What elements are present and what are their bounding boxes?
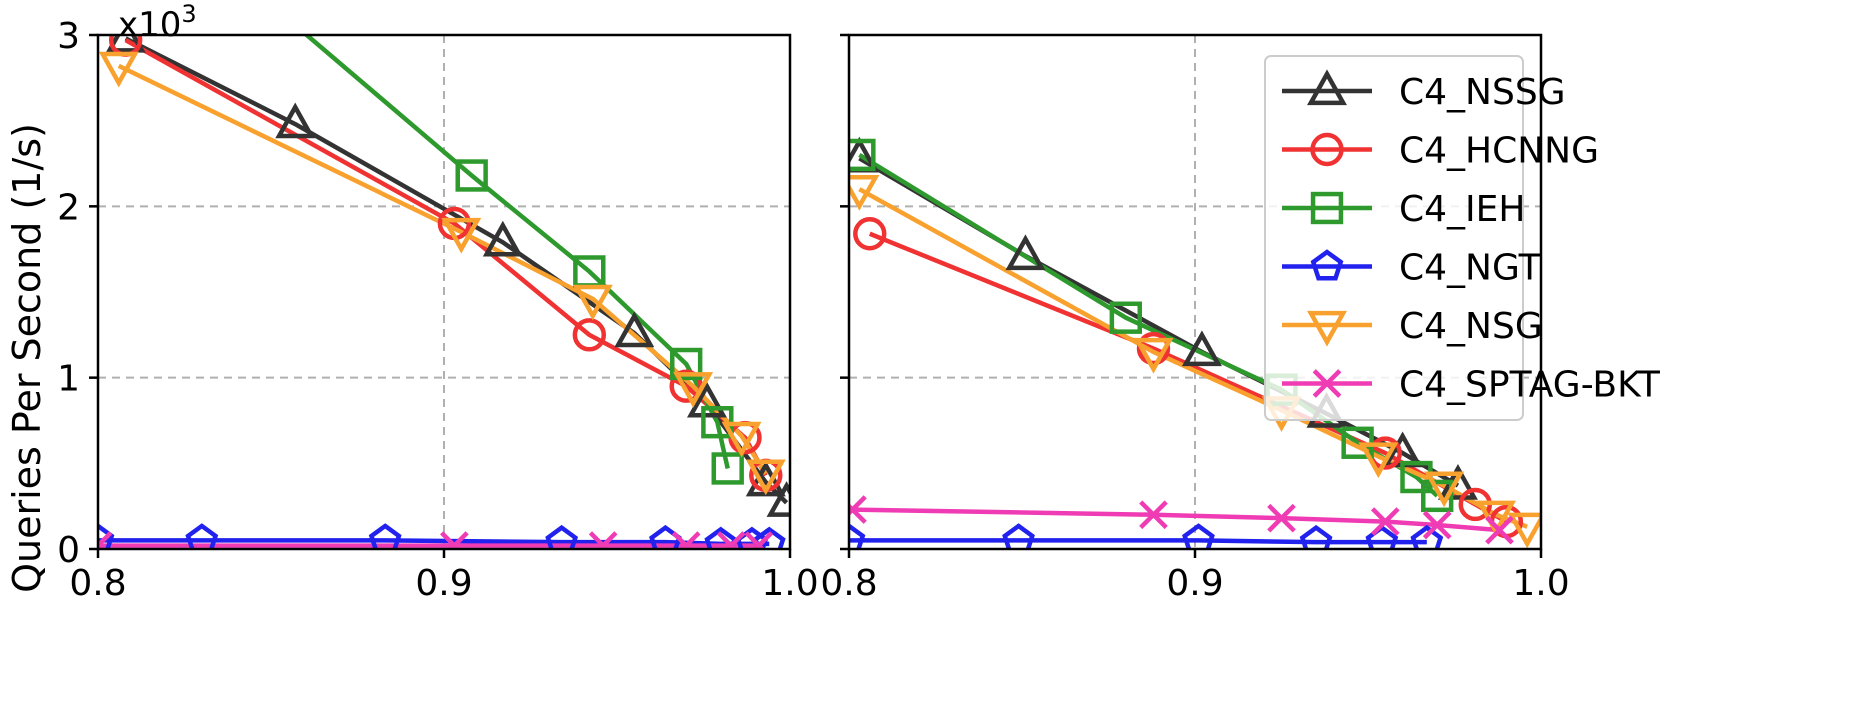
data-point-c4_ngt xyxy=(545,524,579,549)
data-point-c4_ieh xyxy=(711,452,744,485)
data-point-c4_nsg xyxy=(745,459,786,496)
data-point-c4_ngt xyxy=(1410,524,1444,549)
y-tick-label: 3 xyxy=(57,16,80,57)
x-tick-label: 0.9 xyxy=(415,563,472,604)
data-point-c4_nssg xyxy=(686,381,727,418)
data-point-c4_sptag-bkt xyxy=(1485,515,1514,545)
data-point-c4_nsg xyxy=(1507,512,1541,549)
data-point-c4_sptag-bkt xyxy=(1139,500,1168,530)
data-point-c4_nssg xyxy=(482,220,523,257)
legend-item: C4_NSG xyxy=(1282,306,1543,347)
y-tick-label: 0 xyxy=(57,530,80,571)
data-point-c4_ngt xyxy=(849,523,866,549)
legend-marker xyxy=(1310,191,1344,225)
data-point-c4_ngt xyxy=(752,526,786,549)
series-group xyxy=(849,136,1541,549)
data-point-c4_ngt xyxy=(1182,523,1215,549)
data-point-c4_nssg xyxy=(1005,234,1046,271)
data-point-c4_ngt xyxy=(1002,523,1035,549)
y-tick-label: 1 xyxy=(57,359,80,400)
data-point-c4_sptag-bkt xyxy=(849,495,867,524)
data-point-c4_hcnng xyxy=(853,217,887,251)
series-line-c4_nsg xyxy=(117,63,768,475)
data-point-c4_sptag-bkt xyxy=(440,531,469,549)
data-point-c4_nssg xyxy=(614,311,655,348)
legend-item: C4_IEH xyxy=(1282,189,1525,230)
y-axis-label: Queries Per Second (1/s) xyxy=(5,123,49,593)
data-point-c4_hcnng xyxy=(1136,331,1171,366)
y-axis-multiplier-exponent: 3 xyxy=(181,0,196,28)
data-point-c4_ieh xyxy=(849,138,876,172)
data-point-c4_sptag-bkt xyxy=(716,531,746,549)
legend-item: C4_SPTAG-BKT xyxy=(1282,365,1661,406)
legend-marker xyxy=(1307,69,1347,106)
x-tick-label: 1.0 xyxy=(761,563,818,604)
data-point-c4_sptag-bkt xyxy=(98,531,113,549)
data-point-c4_nsg xyxy=(1358,442,1399,479)
x-tick-label: 0.8 xyxy=(69,563,126,604)
data-point-c4_sptag-bkt xyxy=(1370,507,1400,536)
y-axis-multiplier-base: x10 xyxy=(118,5,181,45)
data-point-c4_nssg xyxy=(766,481,790,517)
legend-marker xyxy=(1310,249,1344,281)
data-point-c4_ieh xyxy=(455,159,488,192)
data-point-c4_ieh xyxy=(1421,479,1454,513)
data-point-c4_sptag-bkt xyxy=(588,531,618,549)
x-tick-label: 0.8 xyxy=(820,563,877,604)
data-point-c4_nsg xyxy=(721,421,762,458)
data-point-c4_ieh xyxy=(670,347,703,381)
series-line-c4_ngt xyxy=(849,538,1427,545)
legend: C4_NSSG C4_HCNNG C4_IEH C4_NGT C4_NSG C4_SPTA… xyxy=(1264,55,1661,421)
legend-marker xyxy=(1307,310,1347,347)
data-point-c4_nssg xyxy=(1181,330,1222,367)
data-point-c4_ngt xyxy=(185,523,219,549)
x-tick-label: 0.9 xyxy=(1166,563,1223,604)
data-point-c4_sptag-bkt xyxy=(1422,510,1452,540)
data-point-c4_nsg xyxy=(441,217,482,254)
data-point-c4_ngt xyxy=(1299,524,1333,549)
legend-marker xyxy=(1310,132,1344,167)
series-line-c4_sptag-bkt xyxy=(852,507,1500,533)
series-line-c4_ieh xyxy=(303,35,730,469)
data-point-c4_sptag-bkt xyxy=(744,531,774,549)
data-point-c4_ieh xyxy=(1109,301,1142,334)
data-point-c4_nsg xyxy=(98,51,139,88)
data-point-c4_hcnng xyxy=(572,318,607,352)
data-point-c4_nsg xyxy=(849,175,880,211)
legend-label: C4_SPTAG-BKT xyxy=(1399,365,1661,406)
y-tick-label: 2 xyxy=(57,187,80,228)
legend-label: C4_HCNNG xyxy=(1399,131,1599,172)
data-point-c4_nsg xyxy=(1133,337,1174,374)
series-line-c4_nssg xyxy=(124,36,789,505)
data-point-c4_ngt xyxy=(704,526,738,549)
data-point-c4_sptag-bkt xyxy=(671,531,701,549)
series-line-c4_hcnng xyxy=(124,38,768,477)
legend-label: C4_NGT xyxy=(1399,248,1542,289)
data-point-c4_nsg xyxy=(673,372,714,408)
data-point-c4_nsg xyxy=(1424,471,1465,508)
legend-marker xyxy=(1312,369,1342,398)
data-point-c4_ngt xyxy=(1365,524,1399,549)
data-point-c4_sptag-bkt xyxy=(1267,503,1296,533)
series-group xyxy=(98,35,790,549)
legend-item: C4_NGT xyxy=(1282,248,1542,289)
data-point-c4_nssg xyxy=(275,102,316,139)
legend-frame xyxy=(1264,55,1524,421)
left-chart-panel: 0.8 0.9 1.0 0 1 2 3 xyxy=(57,16,819,604)
legend-label: C4_IEH xyxy=(1399,189,1525,230)
legend-label: C4_NSG xyxy=(1399,306,1543,347)
x-tick-label: 1.0 xyxy=(1512,563,1569,604)
legend-item: C4_NSSG xyxy=(1282,69,1566,113)
legend-item: C4_HCNNG xyxy=(1282,131,1599,172)
data-point-c4_ngt xyxy=(368,523,402,549)
y-axis-multiplier: x103 xyxy=(118,0,197,45)
data-point-c4_nsg xyxy=(572,284,613,321)
legend-label: C4_NSSG xyxy=(1399,72,1566,113)
